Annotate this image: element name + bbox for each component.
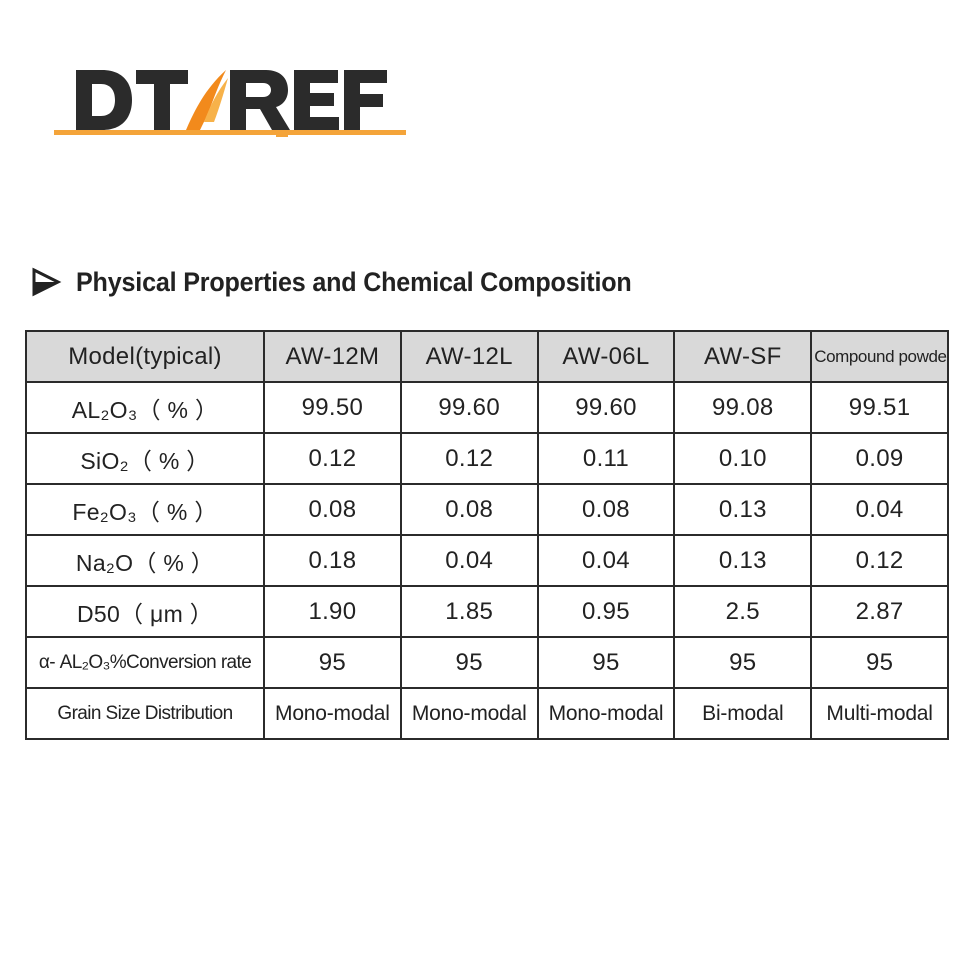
table-cell: 95: [536, 636, 676, 689]
section-title: Physical Properties and Chemical Composi…: [76, 266, 632, 297]
table-cell: 99.50: [263, 381, 402, 434]
section-heading: Physical Properties and Chemical Composi…: [30, 262, 673, 302]
row-label: SiO₂（ % ）: [25, 432, 265, 485]
table-cell: 1.85: [399, 585, 539, 638]
table-cell: 0.95: [536, 585, 676, 638]
table-row: AL₂O₃（ % ） 99.50 99.60 99.60 99.08 99.51: [25, 381, 949, 434]
table-cell: 0.11: [536, 432, 676, 485]
table-cell: 0.12: [263, 432, 402, 485]
row-label: Fe₂O₃（ % ）: [25, 483, 265, 536]
table-cell: 0.12: [399, 432, 539, 485]
row-label: Na₂O（ % ）: [25, 534, 265, 587]
table-cell: 0.04: [399, 534, 539, 587]
table-cell: 0.12: [810, 534, 949, 587]
row-label: Grain Size Distribution: [25, 687, 265, 740]
table-cell: 0.13: [673, 483, 813, 536]
table-header-row: Model(typical) AW-12M AW-12L AW-06L AW-S…: [25, 330, 949, 383]
table-cell: 95: [263, 636, 402, 689]
table-cell: 0.10: [673, 432, 813, 485]
row-label: AL₂O₃（ % ）: [25, 381, 265, 434]
table-cell: 0.08: [399, 483, 539, 536]
table-cell: 0.04: [810, 483, 949, 536]
table-cell: 2.5: [673, 585, 813, 638]
table-cell: 95: [673, 636, 813, 689]
header-model: AW-06L: [536, 330, 676, 383]
table-cell: 0.04: [536, 534, 676, 587]
table-cell: 0.08: [536, 483, 676, 536]
table-cell: 99.51: [810, 381, 949, 434]
header-model: AW-12L: [399, 330, 539, 383]
table-cell: 2.87: [810, 585, 949, 638]
table-cell: 0.13: [673, 534, 813, 587]
table-cell: 95: [399, 636, 539, 689]
table-row: D50（ μm ） 1.90 1.85 0.95 2.5 2.87: [25, 585, 949, 638]
table-cell: 95: [810, 636, 949, 689]
table-row: Grain Size Distribution Mono-modal Mono-…: [25, 687, 949, 740]
row-label: α- AL₂O₃%Conversion rate: [25, 636, 265, 689]
properties-table: Model(typical) AW-12M AW-12L AW-06L AW-S…: [25, 330, 949, 740]
header-model: AW-12M: [263, 330, 402, 383]
table-cell: Multi-modal: [810, 687, 949, 740]
table-row: Na₂O（ % ） 0.18 0.04 0.04 0.13 0.12: [25, 534, 949, 587]
table-row: SiO₂（ % ） 0.12 0.12 0.11 0.10 0.09: [25, 432, 949, 485]
table-cell: 0.08: [263, 483, 402, 536]
row-label: D50（ μm ）: [25, 585, 265, 638]
header-label: Model(typical): [25, 330, 265, 383]
table-row: α- AL₂O₃%Conversion rate 95 95 95 95 95: [25, 636, 949, 689]
table-cell: Mono-modal: [263, 687, 402, 740]
triangle-arrow-icon: [32, 267, 62, 297]
header-model: AW-SF: [673, 330, 813, 383]
dtref-logo: [54, 62, 406, 140]
table-cell: 99.60: [399, 381, 539, 434]
table-cell: 1.90: [263, 585, 402, 638]
table-cell: 99.60: [536, 381, 676, 434]
table-cell: Bi-modal: [673, 687, 813, 740]
table-cell: Mono-modal: [399, 687, 539, 740]
table-cell: 0.09: [810, 432, 949, 485]
table-cell: 99.08: [673, 381, 813, 434]
table-cell: 0.18: [263, 534, 402, 587]
header-model: Compound powder: [810, 330, 949, 383]
table-row: Fe₂O₃（ % ） 0.08 0.08 0.08 0.13 0.04: [25, 483, 949, 536]
table-cell: Mono-modal: [536, 687, 676, 740]
